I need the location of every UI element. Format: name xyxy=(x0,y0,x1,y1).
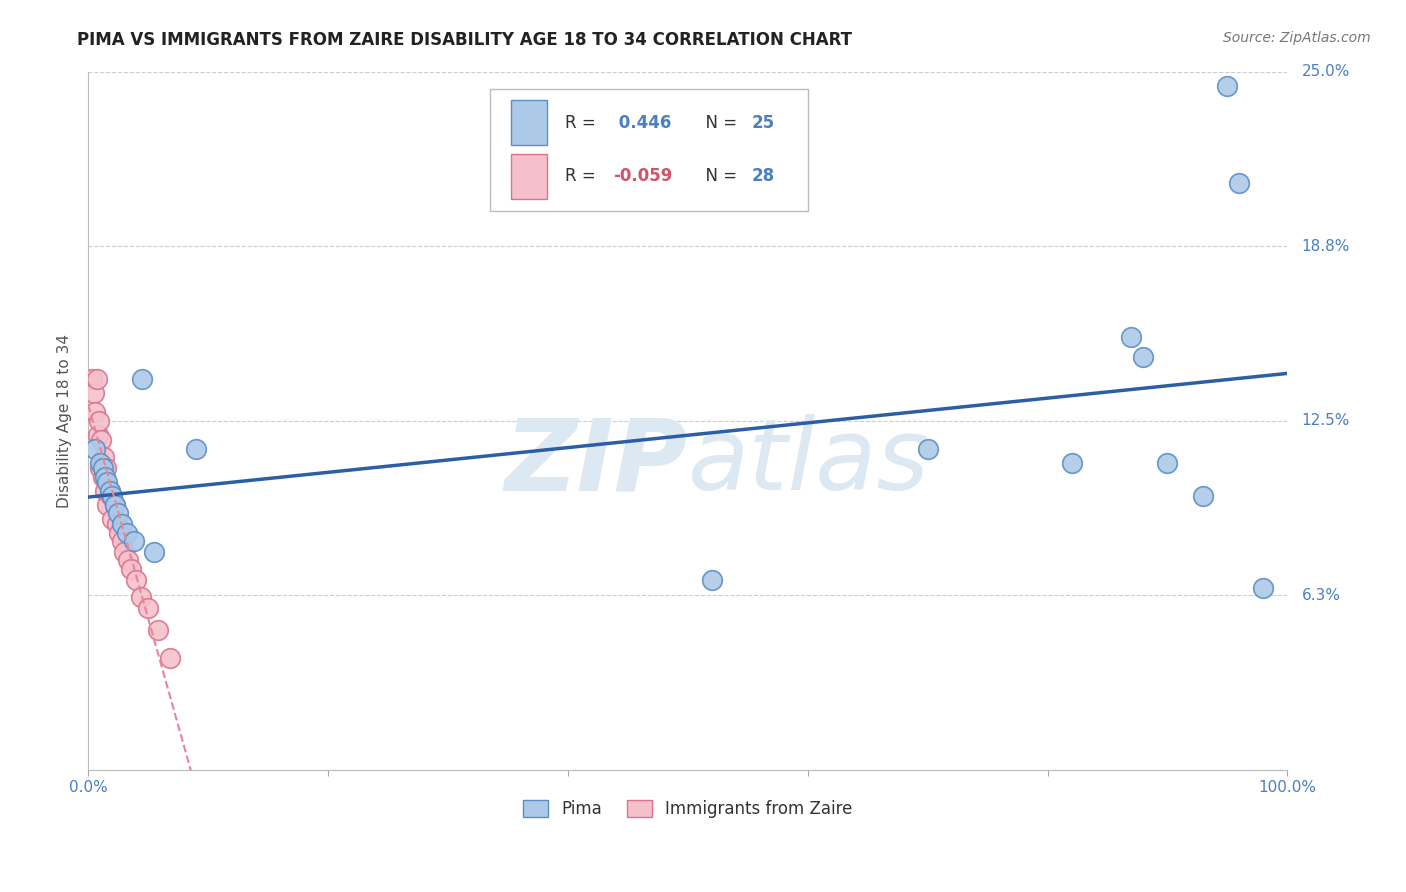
Text: 28: 28 xyxy=(751,168,775,186)
Point xyxy=(107,506,129,520)
Point xyxy=(84,442,107,456)
Point xyxy=(917,442,939,456)
Bar xyxy=(512,100,547,145)
Point xyxy=(96,498,118,512)
Point xyxy=(103,498,125,512)
Point xyxy=(184,442,207,456)
Point xyxy=(94,483,117,498)
Point xyxy=(700,573,723,587)
Point xyxy=(143,545,166,559)
Text: atlas: atlas xyxy=(688,414,929,511)
Text: 25: 25 xyxy=(751,113,775,131)
Point xyxy=(94,461,117,475)
Point xyxy=(136,601,159,615)
Text: 25.0%: 25.0% xyxy=(1302,64,1350,79)
Text: ZIP: ZIP xyxy=(505,414,688,511)
FancyBboxPatch shape xyxy=(489,89,807,211)
Point xyxy=(108,525,131,540)
Point xyxy=(1216,78,1239,93)
Text: 12.5%: 12.5% xyxy=(1302,413,1350,428)
Bar xyxy=(512,153,547,199)
Point xyxy=(1121,330,1143,344)
Point xyxy=(131,372,153,386)
Point xyxy=(103,498,125,512)
Point xyxy=(159,651,181,665)
Point xyxy=(120,562,142,576)
Point xyxy=(89,461,111,475)
Point xyxy=(122,533,145,548)
Text: 6.3%: 6.3% xyxy=(1302,588,1341,603)
Point xyxy=(111,533,134,548)
Text: R =: R = xyxy=(565,113,602,131)
Point xyxy=(117,553,139,567)
Y-axis label: Disability Age 18 to 34: Disability Age 18 to 34 xyxy=(58,334,72,508)
Point xyxy=(90,434,112,448)
Point xyxy=(1192,489,1215,503)
Point xyxy=(146,624,169,638)
Point xyxy=(129,590,152,604)
Text: Source: ZipAtlas.com: Source: ZipAtlas.com xyxy=(1223,31,1371,45)
Point xyxy=(91,461,114,475)
Point xyxy=(84,405,107,419)
Point xyxy=(98,483,121,498)
Point xyxy=(98,483,121,498)
Point xyxy=(1253,582,1275,596)
Point xyxy=(1156,456,1178,470)
Point xyxy=(125,573,148,587)
Point xyxy=(89,456,111,470)
Point xyxy=(87,414,110,428)
Point xyxy=(101,511,124,525)
Point xyxy=(1060,456,1083,470)
Text: 0.446: 0.446 xyxy=(613,113,672,131)
Point xyxy=(86,372,108,386)
Point xyxy=(112,545,135,559)
Legend: Pima, Immigrants from Zaire: Pima, Immigrants from Zaire xyxy=(516,793,859,824)
Point xyxy=(115,525,138,540)
Point xyxy=(83,385,105,400)
Text: -0.059: -0.059 xyxy=(613,168,673,186)
Point xyxy=(87,427,110,442)
Point xyxy=(96,475,118,490)
Point xyxy=(94,469,117,483)
Text: 18.8%: 18.8% xyxy=(1302,239,1350,253)
Point xyxy=(91,469,114,483)
Text: R =: R = xyxy=(565,168,602,186)
Point xyxy=(1229,177,1251,191)
Point xyxy=(100,489,122,503)
Text: N =: N = xyxy=(695,113,742,131)
Point xyxy=(105,517,128,532)
Point xyxy=(101,489,124,503)
Text: N =: N = xyxy=(695,168,742,186)
Point xyxy=(111,517,134,532)
Text: PIMA VS IMMIGRANTS FROM ZAIRE DISABILITY AGE 18 TO 34 CORRELATION CHART: PIMA VS IMMIGRANTS FROM ZAIRE DISABILITY… xyxy=(77,31,852,49)
Point xyxy=(80,372,103,386)
Point xyxy=(1132,350,1154,364)
Point xyxy=(93,450,115,464)
